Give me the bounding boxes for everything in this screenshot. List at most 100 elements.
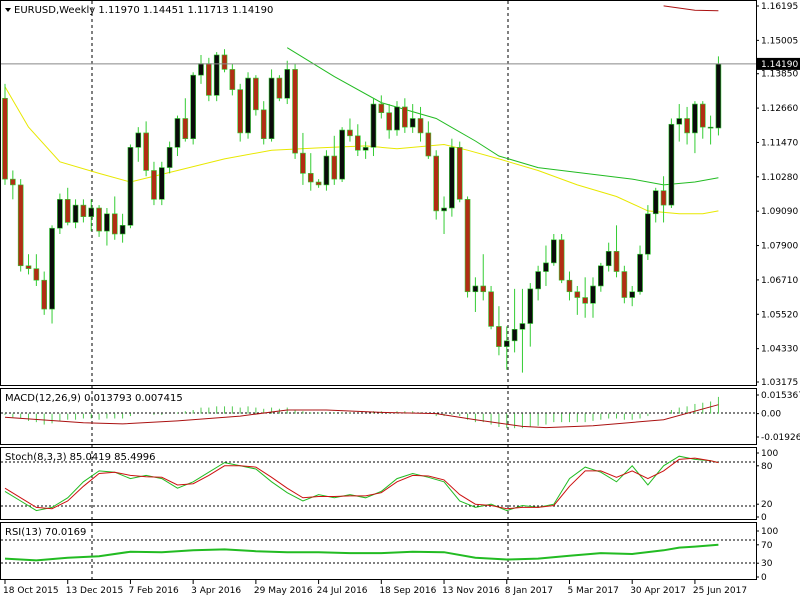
candle: [558, 233, 565, 284]
svg-text:EURUSD,Weekly 1.11970 1.14451: EURUSD,Weekly 1.11970 1.14451 1.11713 1.…: [14, 5, 273, 16]
candle: [645, 205, 651, 260]
candle: [307, 153, 314, 191]
candle: [72, 199, 79, 229]
candle-body: [237, 89, 243, 134]
candle: [362, 141, 369, 159]
candle-body: [119, 225, 126, 235]
time-axis-label: 18 Sep 2016: [379, 586, 436, 596]
candle: [590, 277, 596, 318]
candle-body: [331, 155, 338, 180]
candle: [127, 144, 134, 229]
candle-body: [307, 173, 314, 183]
candle-body: [613, 251, 620, 272]
candle-body: [104, 213, 110, 232]
current-price-label-bg: [757, 57, 800, 70]
candle: [543, 245, 549, 286]
candle-body: [472, 285, 479, 293]
price-axis-label: 1.16195: [761, 2, 798, 12]
candle-body: [190, 74, 196, 139]
candle-body: [668, 123, 675, 206]
macd-panel-title: MACD(12,26,9) 0.013793 0.007415: [5, 393, 183, 404]
candle-body: [2, 97, 8, 180]
time-axis-label: 13 Nov 2016: [442, 586, 500, 596]
candle-body: [260, 109, 267, 139]
candle-body: [441, 207, 447, 212]
time-axis-label: 7 Feb 2016: [128, 586, 179, 596]
candle-body: [464, 199, 471, 293]
candle-body: [268, 77, 275, 139]
main-panel-frame: [0, 0, 757, 386]
candle-body: [598, 265, 604, 287]
candle-body: [660, 190, 667, 206]
candle-body: [17, 184, 24, 267]
time-axis-label: 3 Apr 2016: [191, 586, 241, 596]
candle-body: [354, 135, 361, 151]
candle-body: [284, 69, 291, 99]
stoch-axis-label: 100: [761, 449, 778, 459]
candle: [535, 265, 541, 301]
candle-body: [637, 253, 643, 293]
current-price-label: 1.14190: [761, 60, 798, 70]
candle: [213, 52, 220, 102]
candle-body: [315, 181, 322, 186]
candle: [707, 115, 714, 145]
stoch-axis-label: 80: [761, 462, 773, 472]
macd-axis: 0.015367 0.00 -0.019263: [756, 391, 800, 443]
candle: [268, 69, 275, 142]
candle: [480, 254, 487, 301]
candle: [315, 179, 322, 188]
candle-body: [558, 239, 565, 281]
candle-body: [566, 279, 573, 293]
candle: [41, 271, 48, 315]
candle-body: [543, 262, 549, 272]
candle: [668, 118, 675, 209]
price-axis-label: 1.03175: [761, 378, 798, 388]
candle-body: [174, 118, 181, 148]
candle: [174, 115, 181, 157]
candle-body: [213, 54, 220, 96]
price-axis-label: 1.05520: [761, 310, 798, 320]
candle: [300, 132, 306, 185]
candle: [629, 285, 636, 307]
candle-body: [166, 147, 173, 168]
candle-body: [245, 77, 251, 134]
candle: [441, 196, 447, 234]
candle-body: [692, 103, 698, 134]
candle-body: [370, 103, 377, 148]
time-axis: 18 Oct 2015 13 Dec 2015 7 Feb 2016 3 Apr 20…: [3, 580, 747, 596]
candle: [402, 98, 408, 133]
candle-body: [621, 271, 628, 298]
candle-body: [206, 63, 212, 96]
candle-body: [143, 132, 149, 171]
rsi-line: [4, 543, 719, 562]
stoch-axis: 100 80 20 0: [756, 449, 778, 523]
candle: [425, 121, 432, 159]
time-axis-label: 25 Jun 2017: [693, 586, 747, 596]
candle: [57, 193, 63, 234]
candle: [574, 285, 581, 315]
stoch-panel-frame: [0, 447, 757, 520]
price-axis-label: 1.07900: [761, 242, 798, 252]
candle-body: [629, 291, 636, 298]
candle-body: [88, 207, 95, 217]
candle: [715, 56, 722, 136]
candle: [80, 199, 87, 223]
candle-body: [111, 213, 118, 235]
candle: [2, 83, 8, 185]
rsi-axis: 100 70 30 0: [756, 527, 778, 583]
rsi-panel-title: RSI(13) 70.0169: [5, 527, 86, 538]
candle: [245, 72, 251, 139]
rsi-panel-frame: [0, 522, 757, 580]
candle: [64, 187, 71, 226]
candle-body: [151, 170, 157, 200]
candle-body: [221, 54, 228, 70]
candle: [511, 288, 518, 353]
candle: [237, 83, 243, 142]
candle-body: [41, 279, 48, 310]
candle-body: [417, 118, 424, 134]
time-axis-label: 8 Jan 2017: [505, 586, 553, 596]
price-axis-label: 1.09090: [761, 207, 798, 217]
collapse-triangle-icon[interactable]: [5, 8, 11, 12]
